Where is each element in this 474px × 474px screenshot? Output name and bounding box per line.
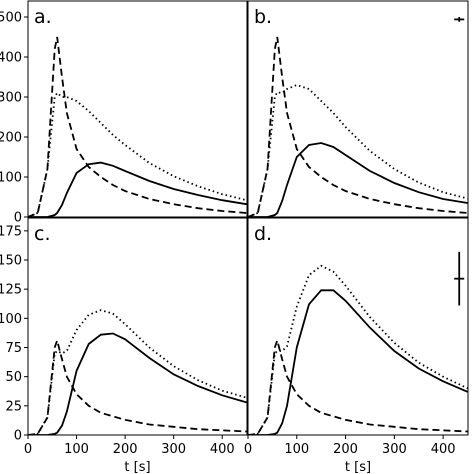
series-line [248, 142, 468, 217]
series-line [248, 289, 468, 435]
y-tick-label: 75 [5, 341, 22, 356]
panel-label: c. [34, 223, 51, 245]
series-line [28, 91, 247, 217]
axes-frame [247, 0, 469, 218]
axes-frame [27, 0, 248, 218]
y-tick-label: 200 [0, 131, 22, 146]
y-tick-label: 25 [5, 399, 22, 414]
x-axis-label: t [s] [345, 460, 371, 474]
y-tick-label: 150 [0, 254, 22, 269]
x-tick-label: 200 [333, 442, 358, 457]
y-tick-label: 175 [0, 224, 22, 239]
x-tick-label: 300 [382, 442, 407, 457]
panel-label: a. [34, 6, 52, 28]
x-tick-label: 0 [24, 442, 32, 457]
x-tick-label: 0 [244, 442, 252, 457]
series-line [248, 337, 468, 435]
series-line [28, 332, 247, 435]
series-line [248, 36, 468, 217]
y-tick-label: 50 [5, 370, 22, 385]
y-tick-label: 0 [14, 211, 22, 226]
y-tick-label: 100 [0, 171, 22, 186]
axes-frame [27, 217, 248, 436]
y-tick-label: 100 [0, 312, 22, 327]
y-tick-label: 500 [0, 11, 22, 26]
panel-label: b. [254, 6, 272, 28]
y-tick-label: 0 [14, 429, 22, 444]
x-tick-label: 300 [161, 442, 186, 457]
y-tick-label: 300 [0, 91, 22, 106]
x-tick-label: 100 [284, 442, 309, 457]
panel-label: d. [254, 223, 272, 245]
axes-frame [247, 217, 469, 436]
series-line [248, 264, 468, 435]
series-line [28, 36, 247, 217]
x-tick-label: 100 [64, 442, 89, 457]
series-line [28, 337, 247, 435]
x-tick-label: 400 [210, 442, 235, 457]
x-axis-label: t [s] [124, 460, 150, 474]
series-line [28, 309, 247, 435]
x-tick-label: 400 [431, 442, 456, 457]
series-line [28, 161, 247, 217]
series-line [248, 84, 468, 217]
y-tick-label: 125 [0, 283, 22, 298]
x-tick-label: 200 [113, 442, 138, 457]
y-tick-label: 400 [0, 51, 22, 66]
